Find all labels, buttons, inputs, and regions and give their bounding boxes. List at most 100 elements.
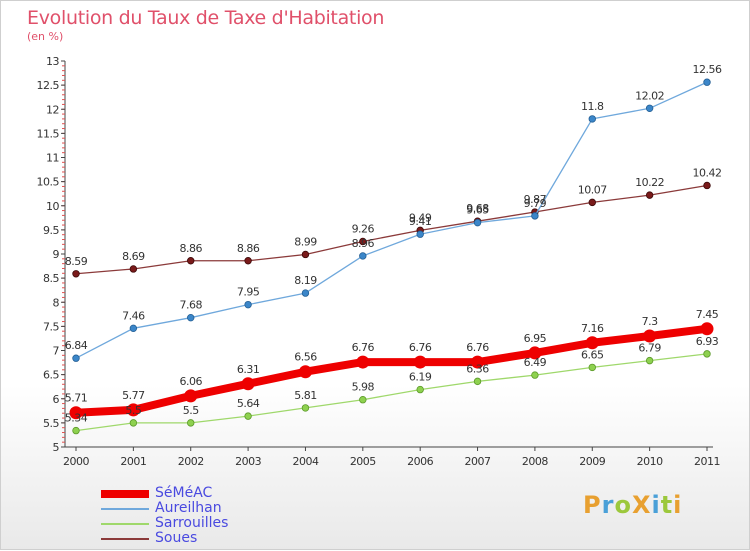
x-tick-label: 2008: [522, 455, 548, 468]
data-label: 8.99: [294, 235, 317, 248]
x-tick-label: 2009: [579, 455, 605, 468]
data-label: 8.96: [352, 237, 375, 250]
legend-label-sarrouilles: Sarrouilles: [155, 515, 229, 531]
data-label: 5.5: [125, 404, 141, 417]
data-label: 6.95: [524, 332, 547, 345]
data-point: [700, 322, 714, 336]
data-point: [359, 237, 367, 246]
data-label: 6.65: [581, 348, 604, 361]
data-point: [359, 252, 367, 260]
data-label: 10.07: [578, 183, 607, 196]
data-point: [187, 419, 195, 427]
data-label: 7.46: [122, 309, 145, 322]
data-label: 9.41: [409, 215, 432, 228]
y-tick-label: 5.5: [43, 417, 59, 430]
data-label: 9.79: [524, 197, 547, 210]
data-label: 10.42: [693, 166, 722, 179]
data-point: [301, 250, 310, 259]
data-point: [413, 355, 427, 369]
legend-item-sarrouilles: Sarrouilles: [101, 515, 301, 532]
legend-label-soues: Soues: [155, 530, 198, 546]
data-label: 6.76: [352, 341, 375, 354]
series-line-aureilhan: [75, 81, 708, 359]
legend-item-aureilhan: Aureilhan: [101, 500, 301, 517]
data-label: 5.5: [183, 404, 199, 417]
legend-item-semeac: SéMéAC: [101, 485, 301, 502]
x-tick-label: 2000: [63, 455, 89, 468]
data-label: 6.79: [638, 342, 661, 355]
data-point: [244, 257, 252, 265]
data-point: [588, 198, 596, 207]
data-point: [645, 191, 654, 199]
data-label: 8.59: [65, 255, 88, 268]
data-point: [645, 104, 654, 112]
y-tick-label: 12.5: [37, 79, 60, 92]
data-point: [72, 426, 80, 435]
data-label: 6.06: [179, 375, 202, 388]
data-point: [129, 324, 138, 333]
y-tick-label: 8.5: [43, 272, 59, 285]
data-label: 6.93: [696, 335, 719, 348]
y-tick-label: 6: [53, 393, 60, 406]
series-line-sarrouilles: [75, 353, 708, 432]
data-label: 8.86: [237, 242, 260, 255]
data-label: 12.02: [635, 89, 664, 102]
x-tick-label: 2011: [694, 455, 720, 468]
data-label: 10.22: [635, 176, 664, 189]
data-point: [244, 300, 252, 309]
data-point: [298, 365, 312, 379]
x-tick-label: 2007: [465, 455, 491, 468]
legend-swatch-semeac: [101, 490, 149, 498]
data-point: [473, 377, 482, 386]
data-point: [72, 354, 80, 362]
data-label: 5.71: [65, 392, 88, 405]
data-point: [187, 313, 195, 322]
legend-label-aureilhan: Aureilhan: [155, 500, 222, 516]
data-point: [126, 403, 140, 417]
y-tick-label: 11: [46, 152, 59, 165]
legend-item-soues: Soues: [101, 530, 301, 547]
data-point: [416, 385, 424, 394]
legend-label-semeac: SéMéAC: [155, 485, 213, 501]
chart-title: Evolution du Taux de Taxe d'Habitation: [27, 7, 385, 29]
data-point: [184, 389, 198, 403]
data-point: [69, 406, 83, 420]
data-point: [588, 363, 596, 372]
data-point: [416, 230, 424, 238]
data-label: 6.31: [237, 363, 260, 376]
y-tick-label: 9.5: [43, 224, 59, 237]
legend-swatch-soues: [101, 538, 149, 540]
data-label: 7.45: [696, 308, 719, 321]
data-point: [359, 396, 367, 404]
data-label: 11.8: [581, 100, 604, 113]
y-tick-label: 8: [53, 296, 60, 309]
data-label: 6.36: [466, 362, 489, 375]
y-tick-label: 7.5: [43, 320, 59, 333]
y-tick-label: 5: [53, 441, 60, 454]
x-tick-label: 2006: [407, 455, 433, 468]
data-label: 7.16: [581, 322, 604, 335]
series-line-séméac: [72, 324, 711, 417]
proxiti-logo: ProXiti: [583, 491, 683, 519]
data-label: 12.56: [693, 63, 722, 76]
x-tick-label: 2001: [120, 455, 146, 468]
y-tick-label: 10: [46, 200, 59, 213]
data-point: [643, 329, 657, 343]
y-tick-label: 12: [46, 103, 59, 116]
data-point: [531, 371, 539, 379]
data-label: 9.65: [466, 204, 489, 217]
data-label: 5.81: [294, 389, 317, 402]
x-tick-label: 2004: [292, 455, 318, 468]
data-point: [301, 404, 310, 412]
data-label: 6.84: [65, 339, 88, 352]
data-label: 9.87: [524, 193, 547, 206]
data-label: 6.56: [294, 351, 317, 364]
x-tick-label: 2010: [637, 455, 663, 468]
data-label: 8.86: [179, 242, 202, 255]
x-tick-label: 2002: [178, 455, 204, 468]
data-point: [129, 419, 138, 427]
data-point: [241, 377, 255, 391]
x-tick-label: 2005: [350, 455, 376, 468]
data-label: 9.26: [352, 222, 375, 235]
